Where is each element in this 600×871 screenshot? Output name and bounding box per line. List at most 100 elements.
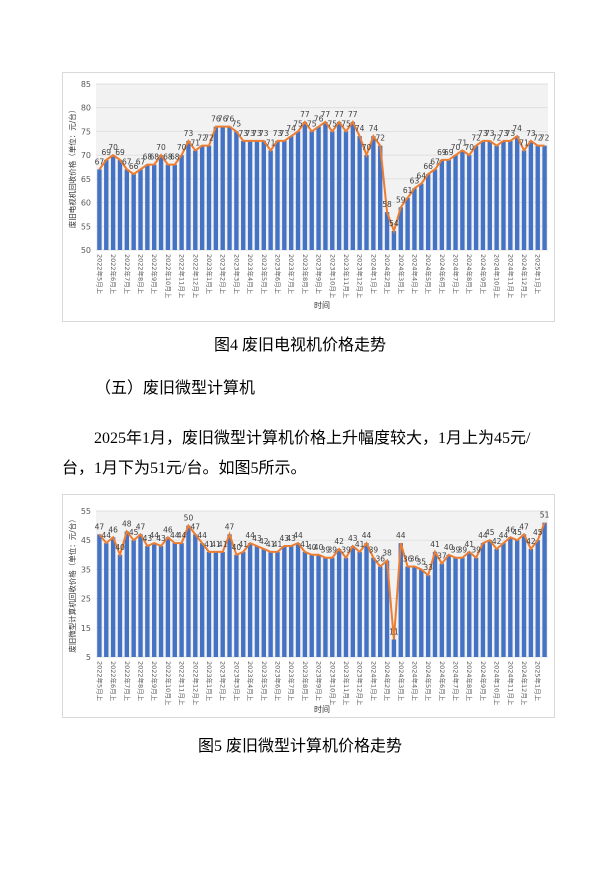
bar bbox=[473, 145, 479, 250]
data-label: 58 bbox=[382, 200, 392, 209]
bar bbox=[241, 140, 246, 250]
bar bbox=[432, 551, 438, 657]
x-tick-label: 2022年11月上 bbox=[178, 254, 187, 299]
x-tick-label: 2024年12月上 bbox=[520, 254, 529, 299]
data-label: 41 bbox=[204, 540, 214, 549]
x-tick-label: 2024年10月上 bbox=[493, 254, 502, 299]
bar bbox=[138, 534, 143, 657]
data-label: 41 bbox=[218, 540, 228, 549]
data-label: 72 bbox=[375, 134, 385, 143]
plot-area bbox=[96, 84, 548, 250]
x-tick-label: 2023年7月上 bbox=[287, 254, 296, 295]
bar bbox=[110, 537, 116, 657]
data-label: 45 bbox=[512, 528, 522, 537]
x-tick-label: 2023年10月上 bbox=[328, 661, 337, 706]
x-axis-label: 时间 bbox=[314, 704, 330, 714]
x-axis-label: 时间 bbox=[314, 300, 330, 310]
bar bbox=[213, 126, 219, 250]
x-tick-label: 2022年11月上 bbox=[178, 661, 187, 706]
bar bbox=[302, 551, 308, 657]
bar bbox=[165, 164, 171, 250]
data-label: 44 bbox=[149, 531, 159, 540]
data-label: 76 bbox=[218, 115, 228, 124]
x-tick-label: 2024年8月上 bbox=[465, 661, 474, 702]
y-tick-label: 15 bbox=[81, 624, 91, 633]
data-label: 75 bbox=[341, 119, 351, 128]
data-label: 45 bbox=[485, 528, 495, 537]
data-label: 73 bbox=[526, 129, 536, 138]
bar bbox=[398, 543, 403, 657]
bar bbox=[288, 546, 294, 657]
y-tick-label: 85 bbox=[81, 80, 91, 89]
data-label: 47 bbox=[225, 522, 235, 531]
bar bbox=[302, 121, 308, 250]
data-label: 46 bbox=[506, 525, 516, 534]
bar bbox=[542, 145, 547, 250]
bar bbox=[528, 548, 534, 657]
data-label: 59 bbox=[396, 195, 406, 204]
data-label: 73 bbox=[478, 129, 488, 138]
bar bbox=[535, 145, 540, 250]
bar bbox=[172, 164, 177, 250]
bar bbox=[405, 566, 410, 657]
bar bbox=[460, 150, 465, 250]
data-label: 39 bbox=[369, 546, 379, 555]
data-label: 42 bbox=[334, 537, 344, 546]
bar bbox=[480, 140, 486, 250]
x-tick-label: 2022年9月上 bbox=[150, 254, 159, 295]
bar bbox=[158, 546, 164, 657]
bar bbox=[371, 136, 376, 250]
x-tick-label: 2024年9月上 bbox=[479, 661, 488, 702]
data-label: 36 bbox=[410, 554, 420, 563]
bar bbox=[295, 131, 301, 250]
data-label: 45 bbox=[129, 528, 139, 537]
data-label: 72 bbox=[197, 134, 207, 143]
data-label: 72 bbox=[533, 134, 543, 143]
data-label: 69 bbox=[101, 148, 111, 157]
data-label: 42 bbox=[526, 537, 536, 546]
x-tick-label: 2024年10月上 bbox=[493, 661, 502, 706]
bar bbox=[110, 155, 116, 250]
x-tick-label: 2022年12月上 bbox=[191, 661, 200, 706]
data-label: 76 bbox=[225, 115, 235, 124]
bar bbox=[247, 543, 253, 657]
bar bbox=[124, 531, 130, 657]
chart: 50 55 60 65 70 75 80 85 废旧电视机回收价格（单位：元/台） 时间 2022年… bbox=[62, 72, 555, 322]
bar bbox=[199, 543, 205, 657]
bar bbox=[398, 207, 403, 250]
bar bbox=[152, 164, 157, 250]
data-label: 43 bbox=[280, 534, 290, 543]
bar bbox=[371, 557, 376, 657]
bar bbox=[282, 546, 287, 657]
bar bbox=[199, 145, 205, 250]
bar bbox=[193, 150, 198, 250]
data-label: 36 bbox=[375, 554, 385, 563]
data-label: 72 bbox=[540, 134, 550, 143]
data-label: 40 bbox=[314, 543, 324, 552]
data-label: 70 bbox=[451, 143, 461, 152]
bar bbox=[316, 126, 321, 250]
data-label: 68 bbox=[143, 153, 153, 162]
data-label: 68 bbox=[149, 153, 159, 162]
bar bbox=[227, 126, 232, 250]
y-tick-label: 35 bbox=[81, 565, 91, 574]
bar bbox=[542, 522, 547, 657]
data-label: 71 bbox=[266, 138, 276, 147]
x-tick-label: 2023年2月上 bbox=[219, 661, 228, 702]
data-label: 67 bbox=[430, 157, 440, 166]
data-label: 45 bbox=[533, 528, 543, 537]
data-label: 51 bbox=[540, 511, 550, 520]
data-label: 39 bbox=[321, 546, 331, 555]
bar bbox=[391, 231, 397, 250]
x-tick-label: 2023年8月上 bbox=[301, 254, 310, 295]
bar bbox=[117, 554, 123, 657]
x-tick-label: 2024年3月上 bbox=[397, 661, 406, 702]
data-label: 43 bbox=[252, 534, 262, 543]
bar bbox=[206, 551, 212, 657]
chart: 51525354555废旧微型计算机回收价格（单位：元/台）时间2022年5月上… bbox=[62, 494, 555, 718]
data-label: 41 bbox=[300, 540, 310, 549]
bar bbox=[234, 131, 239, 250]
data-label: 70 bbox=[464, 143, 474, 152]
x-tick-label: 2023年10月上 bbox=[328, 254, 337, 299]
